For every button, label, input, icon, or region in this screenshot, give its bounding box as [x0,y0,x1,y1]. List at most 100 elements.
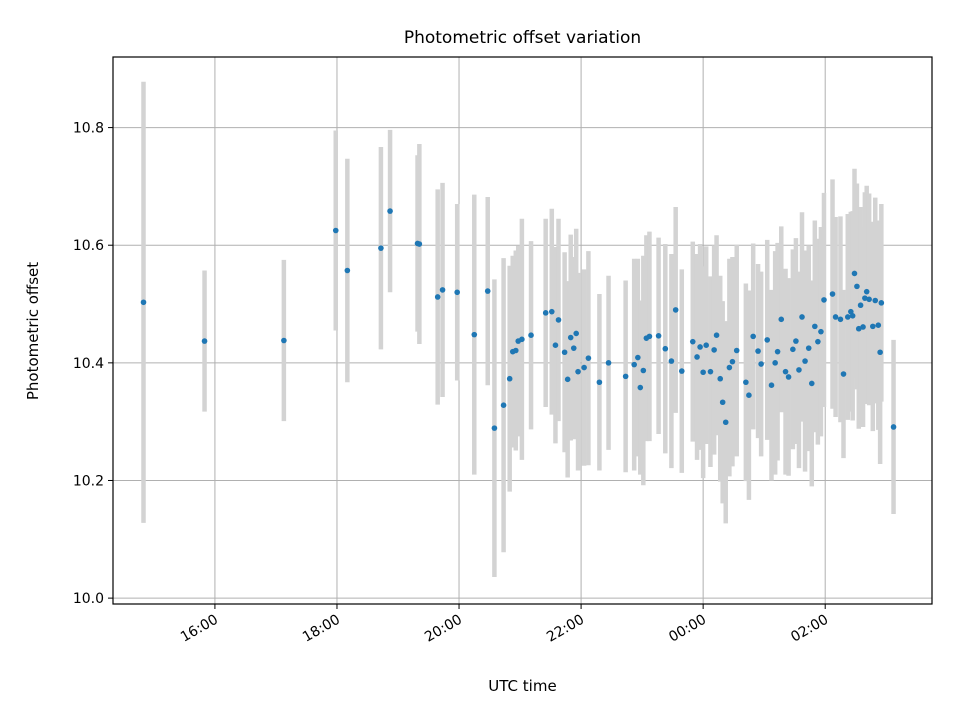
data-point [857,302,864,309]
data-point [471,331,478,338]
data-point [758,361,764,367]
data-point [519,336,525,343]
data-point [581,364,587,371]
data-point [729,358,736,365]
y-tick-label: 10.8 [73,121,104,137]
data-point [434,294,441,300]
data-point [564,376,571,383]
data-point [875,322,882,329]
data-point [808,380,815,387]
data-point [585,355,592,361]
data-point [832,314,839,320]
x-axis-label: UTC time [488,677,556,695]
data-point [793,338,799,344]
data-point [640,367,647,374]
y-tick-label: 10.4 [73,356,104,372]
data-point [849,312,856,319]
data-point [605,360,612,366]
data-point [722,419,729,426]
data-point [870,323,876,330]
data-point [140,299,147,306]
y-axis-label: Photometric offset [24,262,42,400]
y-tick-label: 10.6 [73,238,104,254]
data-point [862,295,868,301]
data-point [812,323,818,330]
data-point [733,347,740,354]
y-tick-label: 10.2 [73,473,104,489]
data-point [689,338,696,345]
data-point [668,358,675,364]
data-point [782,368,789,375]
data-point [678,368,685,374]
data-point [542,310,549,316]
data-point [703,342,709,349]
data-point [484,288,491,294]
data-point [500,402,507,408]
data-point [655,332,662,339]
data-point [201,338,208,344]
data-point [768,382,775,389]
data-point [528,332,534,339]
data-point [506,375,513,382]
data-point [785,374,792,380]
data-point [726,364,733,371]
data-point [750,333,756,340]
data-point [416,241,423,247]
data-point [635,354,641,361]
data-points [140,208,897,431]
data-point [552,342,559,349]
data-point [548,308,555,315]
data-point [378,245,384,251]
data-point [764,337,771,343]
data-point [573,330,580,337]
data-point [281,337,287,344]
data-point [672,307,679,313]
data-point [555,317,562,323]
data-point [454,289,460,296]
data-point [837,316,844,323]
data-point [854,283,860,290]
data-point [697,344,703,350]
data-point [567,334,574,341]
data-point [332,227,339,234]
data-point [662,345,669,352]
data-point [890,424,897,430]
data-point [631,361,637,368]
y-tick-label: 10.0 [73,591,104,607]
data-point [707,368,714,375]
data-point [512,347,519,354]
data-point [799,314,805,320]
data-point [387,208,393,214]
data-point [818,328,824,335]
data-point [646,333,653,340]
data-point [622,373,629,380]
data-point [877,349,883,356]
data-point [596,379,603,386]
data-point [872,297,879,304]
data-point [802,358,808,364]
data-point [774,348,781,355]
data-point [491,425,498,431]
data-point [694,354,700,360]
data-point [570,345,577,351]
data-point [439,287,446,293]
data-point [855,325,862,332]
data-point [717,375,724,382]
data-point [778,316,785,323]
data-point [796,367,802,373]
data-point [821,297,827,303]
data-point [844,314,851,320]
data-point [575,368,581,375]
data-point [851,270,858,277]
data-point [561,349,568,356]
data-point [719,399,726,406]
chart-title: Photometric offset variation [404,28,641,48]
data-point [829,291,836,297]
data-point [700,369,706,376]
data-point [863,288,870,295]
plot-area-frame [112,56,933,605]
data-point [743,379,749,386]
data-point [866,296,872,303]
data-point [790,346,796,353]
